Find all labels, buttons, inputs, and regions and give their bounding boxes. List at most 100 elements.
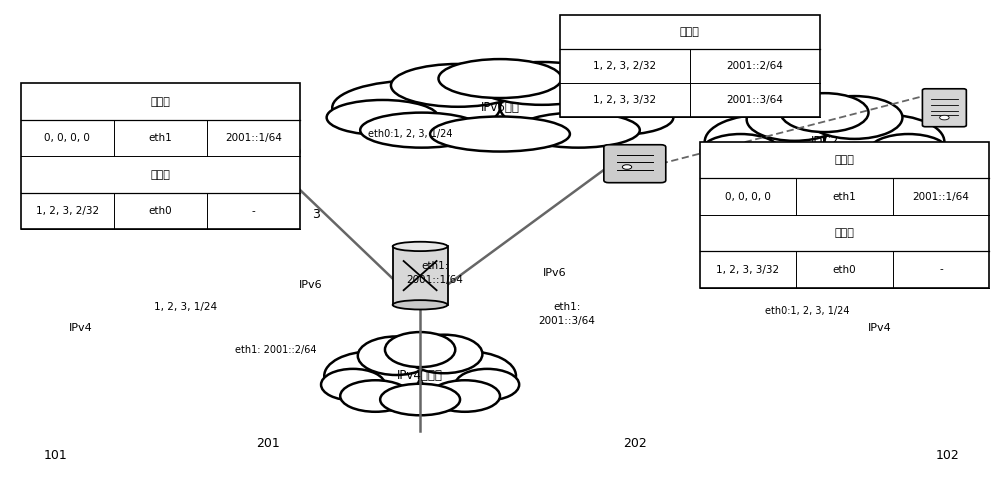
Ellipse shape bbox=[340, 380, 411, 412]
Ellipse shape bbox=[940, 115, 949, 120]
Ellipse shape bbox=[76, 147, 163, 182]
Bar bbox=[700, 142, 989, 288]
Text: eth0: eth0 bbox=[833, 264, 856, 275]
Ellipse shape bbox=[622, 165, 632, 169]
Text: 2001::1/64: 2001::1/64 bbox=[913, 192, 969, 202]
Ellipse shape bbox=[175, 115, 295, 169]
Text: 3: 3 bbox=[312, 208, 320, 221]
Ellipse shape bbox=[56, 115, 175, 169]
Ellipse shape bbox=[430, 380, 500, 412]
Ellipse shape bbox=[385, 332, 455, 367]
Ellipse shape bbox=[360, 113, 483, 148]
Ellipse shape bbox=[132, 93, 219, 132]
Ellipse shape bbox=[324, 351, 420, 400]
Text: 2001::3/64: 2001::3/64 bbox=[726, 96, 783, 105]
Text: eth0:1, 2, 3, 1/24: eth0:1, 2, 3, 1/24 bbox=[368, 129, 452, 140]
Text: 102: 102 bbox=[936, 449, 959, 462]
Ellipse shape bbox=[438, 59, 562, 98]
Text: IDC1: IDC1 bbox=[161, 135, 190, 148]
Bar bbox=[560, 15, 820, 118]
Ellipse shape bbox=[353, 347, 487, 413]
Text: IPv6: IPv6 bbox=[543, 268, 567, 278]
Text: 201: 201 bbox=[256, 437, 280, 450]
Text: 1, 2, 3, 1/24: 1, 2, 3, 1/24 bbox=[154, 302, 217, 312]
Text: 路由表: 路由表 bbox=[151, 170, 170, 180]
Ellipse shape bbox=[837, 147, 924, 182]
FancyBboxPatch shape bbox=[922, 89, 966, 127]
Ellipse shape bbox=[741, 110, 908, 183]
Ellipse shape bbox=[475, 62, 609, 105]
Text: eth1: eth1 bbox=[833, 192, 856, 202]
Ellipse shape bbox=[393, 242, 448, 251]
Text: IPv4互联网: IPv4互联网 bbox=[397, 369, 443, 383]
Bar bbox=[393, 246, 448, 305]
Ellipse shape bbox=[517, 113, 640, 148]
Bar bbox=[21, 83, 300, 229]
Ellipse shape bbox=[358, 336, 434, 375]
Ellipse shape bbox=[406, 335, 482, 373]
FancyBboxPatch shape bbox=[604, 145, 666, 183]
Ellipse shape bbox=[455, 369, 519, 400]
Text: IPv6: IPv6 bbox=[298, 281, 322, 290]
Ellipse shape bbox=[562, 100, 673, 135]
Text: 2001::1/64: 2001::1/64 bbox=[407, 276, 464, 285]
Ellipse shape bbox=[500, 81, 668, 135]
Text: eth1: eth1 bbox=[149, 133, 172, 143]
Ellipse shape bbox=[430, 117, 570, 152]
Text: eth1:: eth1: bbox=[421, 261, 449, 271]
Ellipse shape bbox=[701, 134, 781, 169]
Ellipse shape bbox=[747, 98, 843, 141]
Text: 0, 0, 0, 0: 0, 0, 0, 0 bbox=[725, 192, 771, 202]
Ellipse shape bbox=[391, 64, 525, 107]
Ellipse shape bbox=[380, 384, 460, 415]
Ellipse shape bbox=[383, 76, 617, 150]
Text: IPv4: IPv4 bbox=[868, 323, 891, 333]
Text: 1, 2, 3, 3/32: 1, 2, 3, 3/32 bbox=[716, 264, 780, 275]
Ellipse shape bbox=[705, 115, 825, 169]
Ellipse shape bbox=[393, 300, 448, 309]
Ellipse shape bbox=[807, 96, 902, 139]
Text: 1, 2, 3, 2/32: 1, 2, 3, 2/32 bbox=[593, 61, 656, 71]
Text: 101: 101 bbox=[44, 449, 67, 462]
Text: 1, 2, 3, 2/32: 1, 2, 3, 2/32 bbox=[36, 206, 99, 216]
Text: eth0: eth0 bbox=[149, 206, 172, 216]
Text: eth1:: eth1: bbox=[553, 302, 581, 312]
Ellipse shape bbox=[243, 165, 252, 169]
Ellipse shape bbox=[332, 81, 500, 135]
Ellipse shape bbox=[98, 98, 193, 141]
Ellipse shape bbox=[420, 351, 516, 400]
FancyBboxPatch shape bbox=[224, 145, 286, 183]
FancyBboxPatch shape bbox=[34, 89, 78, 127]
Ellipse shape bbox=[51, 115, 60, 120]
Ellipse shape bbox=[868, 134, 948, 169]
Text: eth1: 2001::2/64: eth1: 2001::2/64 bbox=[235, 345, 316, 355]
Text: IDC2: IDC2 bbox=[810, 135, 839, 148]
Ellipse shape bbox=[781, 93, 868, 132]
Ellipse shape bbox=[52, 134, 132, 169]
Text: -: - bbox=[939, 264, 943, 275]
Text: 202: 202 bbox=[623, 437, 647, 450]
Text: -: - bbox=[252, 206, 256, 216]
Ellipse shape bbox=[157, 96, 253, 139]
Text: 路由表: 路由表 bbox=[835, 228, 854, 238]
Ellipse shape bbox=[725, 147, 813, 182]
Text: 映射表: 映射表 bbox=[835, 155, 854, 165]
Text: 映射表: 映射表 bbox=[680, 27, 700, 37]
Text: 1, 2, 3, 3/32: 1, 2, 3, 3/32 bbox=[593, 96, 656, 105]
Ellipse shape bbox=[775, 151, 874, 185]
Text: IPv6网络: IPv6网络 bbox=[481, 101, 519, 114]
Text: eth0:1, 2, 3, 1/24: eth0:1, 2, 3, 1/24 bbox=[765, 305, 849, 316]
Ellipse shape bbox=[92, 110, 259, 183]
Ellipse shape bbox=[126, 151, 225, 185]
Ellipse shape bbox=[187, 147, 275, 182]
Text: 2001::1/64: 2001::1/64 bbox=[225, 133, 282, 143]
Text: IPv4: IPv4 bbox=[69, 323, 92, 333]
Text: 映射表: 映射表 bbox=[151, 97, 170, 107]
Ellipse shape bbox=[825, 115, 944, 169]
Text: 2001::2/64: 2001::2/64 bbox=[726, 61, 783, 71]
Ellipse shape bbox=[219, 134, 299, 169]
Ellipse shape bbox=[321, 369, 385, 400]
Ellipse shape bbox=[327, 100, 438, 135]
Text: 2001::3/64: 2001::3/64 bbox=[538, 316, 595, 326]
Text: 0, 0, 0, 0: 0, 0, 0, 0 bbox=[44, 133, 90, 143]
